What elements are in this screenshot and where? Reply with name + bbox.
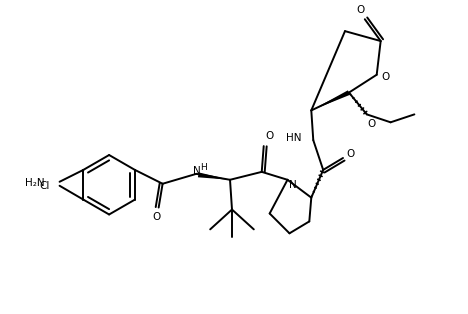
Text: O: O (265, 131, 274, 141)
Text: H₂N: H₂N (25, 178, 45, 188)
Text: O: O (381, 72, 390, 82)
Text: O: O (347, 149, 355, 159)
Text: O: O (357, 5, 365, 15)
Text: Cl: Cl (39, 181, 50, 191)
Text: HN: HN (286, 133, 301, 143)
Text: O: O (153, 213, 161, 222)
Text: O: O (368, 119, 376, 129)
Text: H: H (200, 163, 207, 172)
Text: N: N (193, 166, 201, 176)
Text: N: N (289, 180, 296, 190)
Polygon shape (198, 172, 230, 180)
Polygon shape (311, 90, 350, 111)
